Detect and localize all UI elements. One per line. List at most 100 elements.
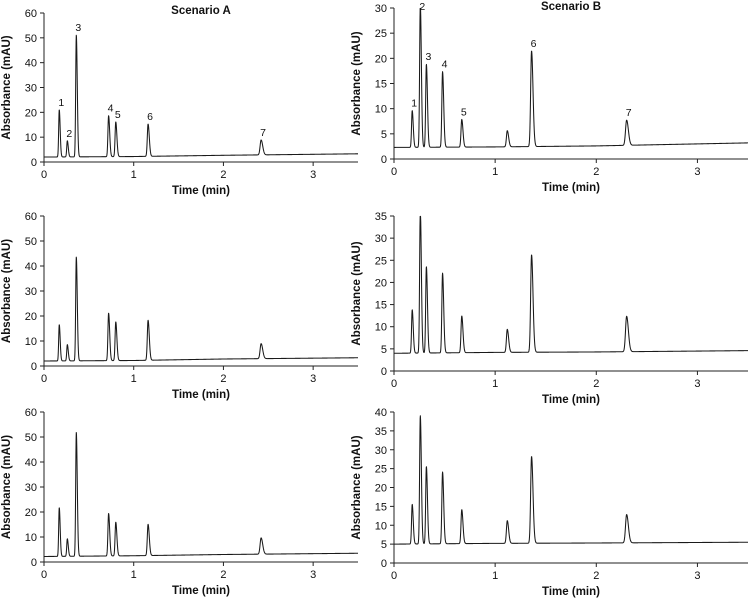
y-tick-label: 10 [375, 322, 387, 334]
peak-label: 1 [58, 97, 64, 109]
y-tick-label: 5 [381, 344, 387, 356]
y-tick-label: 60 [25, 407, 37, 419]
peak-label: 4 [442, 59, 448, 71]
x-tick-label: 3 [310, 373, 316, 385]
y-tick-label: 10 [25, 336, 37, 348]
peak-label: 5 [115, 109, 121, 121]
y-tick-label: 10 [375, 104, 387, 116]
peak-label: 2 [66, 128, 72, 140]
chromatogram-panel-A3: 0 10 20 30 40 50 60 0 1 2 3 Time (min) Absorbance (m… [1, 407, 359, 597]
peak-label: 4 [108, 103, 114, 115]
x-axis-title: Time (min) [542, 394, 600, 406]
chromatogram-trace [393, 7, 749, 148]
x-tick-label: 3 [694, 166, 700, 178]
y-tick-label: 40 [25, 261, 37, 273]
x-tick-label: 2 [220, 169, 226, 181]
peak-label: 6 [147, 111, 153, 123]
y-tick-label: 60 [25, 8, 37, 20]
y-tick-label: 10 [25, 532, 37, 544]
chromatogram-trace [393, 215, 749, 354]
y-tick-label: 20 [25, 107, 37, 119]
y-tick-label: 15 [375, 501, 387, 513]
y-tick-label: 35 [375, 426, 387, 438]
y-tick-label: 15 [375, 300, 387, 312]
peak-label: 3 [75, 22, 81, 34]
chromatogram-trace [43, 432, 359, 558]
y-tick-label: 20 [375, 277, 387, 289]
y-tick-label: 30 [25, 482, 37, 494]
y-tick-label: 0 [381, 154, 387, 166]
y-tick-label: 0 [31, 361, 37, 373]
chart-title: Scenario B [541, 1, 601, 13]
x-tick-label: 0 [41, 169, 47, 181]
x-tick-label: 1 [131, 569, 137, 581]
y-tick-label: 40 [25, 58, 37, 70]
y-tick-label: 60 [25, 211, 37, 223]
x-tick-label: 3 [694, 378, 700, 390]
x-tick-label: 1 [492, 166, 498, 178]
y-tick-label: 5 [381, 129, 387, 141]
peak-label: 7 [260, 127, 266, 139]
y-tick-label: 50 [25, 33, 37, 45]
peak-label: 1 [411, 98, 417, 110]
y-tick-label: 40 [375, 407, 387, 419]
x-tick-label: 1 [131, 373, 137, 385]
y-tick-label: 10 [25, 132, 37, 144]
y-axis-title: Absorbance (mAU) [351, 435, 363, 539]
y-tick-label: 5 [381, 539, 387, 551]
y-tick-label: 25 [375, 464, 387, 476]
chromatogram-panel-A2: 0 10 20 30 40 50 60 0 1 2 3 Time (min) Absorbance (m… [1, 211, 359, 401]
peak-label: 3 [425, 51, 431, 63]
chromatogram-trace [393, 415, 749, 545]
x-tick-label: 0 [391, 378, 397, 390]
x-tick-label: 1 [492, 570, 498, 582]
x-axis-title: Time (min) [172, 185, 230, 197]
peak-label: 5 [461, 106, 467, 118]
y-axis-title: Absorbance (mAU) [1, 435, 13, 539]
y-tick-label: 50 [25, 432, 37, 444]
x-tick-label: 3 [694, 570, 700, 582]
x-axis-title: Time (min) [172, 585, 230, 597]
x-tick-label: 3 [310, 569, 316, 581]
x-tick-label: 2 [220, 569, 226, 581]
y-tick-label: 30 [25, 286, 37, 298]
y-axis-title: Absorbance (mAU) [351, 31, 363, 135]
y-tick-label: 15 [375, 79, 387, 91]
x-tick-label: 3 [310, 169, 316, 181]
x-tick-label: 2 [220, 373, 226, 385]
x-axis-title: Time (min) [542, 182, 600, 194]
chromatogram-trace [43, 34, 359, 158]
y-tick-label: 30 [375, 233, 387, 245]
y-tick-label: 50 [25, 236, 37, 248]
peak-label: 6 [531, 38, 537, 50]
x-tick-label: 0 [41, 569, 47, 581]
y-tick-label: 20 [375, 53, 387, 65]
chromatogram-trace [43, 256, 359, 362]
x-tick-label: 2 [593, 570, 599, 582]
x-tick-label: 0 [391, 570, 397, 582]
chromatogram-panel-B2: 0 5 10 15 20 25 30 35 0 1 2 3 Time (min) Absorbance (… [351, 211, 749, 406]
y-tick-label: 20 [375, 483, 387, 495]
y-axis-title: Absorbance (mAU) [1, 35, 13, 139]
y-tick-label: 10 [375, 520, 387, 532]
y-tick-label: 40 [25, 457, 37, 469]
y-axis-title: Absorbance (mAU) [1, 239, 13, 343]
chromatogram-panel-A1: 0 10 20 30 40 50 60 0 1 2 3 Time (min) Absorbance (m… [1, 5, 359, 197]
y-tick-label: 0 [31, 557, 37, 569]
y-axis-title: Absorbance (mAU) [351, 241, 363, 345]
x-axis-title: Time (min) [542, 586, 600, 598]
y-tick-label: 30 [25, 83, 37, 95]
x-tick-label: 2 [593, 166, 599, 178]
y-tick-label: 20 [25, 507, 37, 519]
y-tick-label: 25 [375, 255, 387, 267]
x-axis-title: Time (min) [172, 389, 230, 401]
chart-title: Scenario A [171, 5, 231, 17]
chromatogram-panel-B3: 0 5 10 15 20 25 30 35 40 0 1 2 3 Time (min) Absorbance… [351, 407, 749, 598]
peak-label: 7 [626, 107, 632, 119]
y-tick-label: 25 [375, 28, 387, 40]
y-tick-label: 30 [375, 445, 387, 457]
x-tick-label: 2 [593, 378, 599, 390]
y-tick-label: 35 [375, 211, 387, 223]
